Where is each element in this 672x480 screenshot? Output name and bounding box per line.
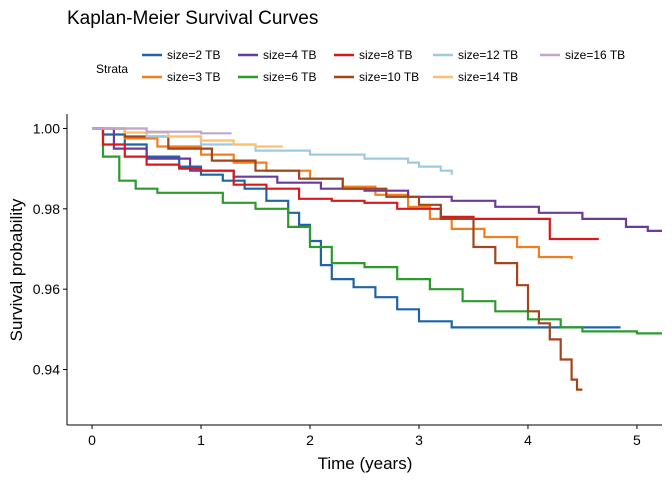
series-line-size-16-tb (92, 127, 232, 135)
series-line-size-2-tb (92, 127, 621, 329)
y-tick-label: 0.98 (33, 201, 60, 217)
legend-label: size=16 TB (565, 48, 625, 62)
x-tick-label: 4 (524, 432, 532, 448)
y-axis-title: Survival probability (7, 198, 26, 341)
legend: Strata size=2 TB size=3 TB size=4 TB size=6… (96, 48, 625, 84)
axes (63, 114, 662, 429)
y-tick-label: 0.96 (33, 281, 60, 297)
legend-label: size=12 TB (458, 48, 518, 62)
series-line-size-3-tb (92, 127, 573, 260)
plot-area (92, 127, 662, 391)
y-tick-label: 0.94 (33, 362, 60, 378)
legend-label: size=6 TB (263, 70, 316, 84)
legend-label: size=14 TB (458, 70, 518, 84)
y-tick-label: 1.00 (33, 120, 60, 136)
series-line-size-8-tb (92, 127, 599, 241)
legend-title: Strata (96, 62, 128, 76)
series-line-size-14-tb (92, 127, 283, 148)
x-tick-label: 5 (633, 432, 641, 448)
x-axis-title: Time (years) (318, 454, 413, 473)
legend-label: size=4 TB (263, 48, 316, 62)
legend-label: size=10 TB (359, 70, 419, 84)
series-line-size-10-tb (92, 127, 583, 391)
x-tick-label: 1 (197, 432, 205, 448)
series-line-size-4-tb (92, 127, 662, 232)
legend-label: size=2 TB (167, 48, 220, 62)
x-tick-label: 3 (415, 432, 423, 448)
legend-label: size=3 TB (167, 70, 220, 84)
chart-title: Kaplan-Meier Survival Curves (67, 8, 318, 29)
x-tick-label: 0 (88, 432, 96, 448)
legend-label: size=8 TB (359, 48, 412, 62)
x-tick-label: 2 (306, 432, 314, 448)
series-line-size-6-tb (92, 127, 662, 335)
